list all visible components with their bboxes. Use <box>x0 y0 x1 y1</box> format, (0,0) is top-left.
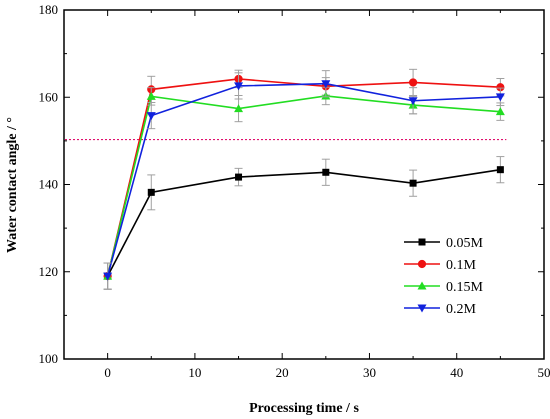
series-line <box>106 168 501 277</box>
data-point <box>495 93 505 102</box>
data-point <box>234 104 244 113</box>
x-tick-label: 50 <box>538 365 550 380</box>
legend-label: 0.05M <box>446 236 484 251</box>
series-0.2M <box>103 70 505 290</box>
data-point <box>322 168 330 176</box>
data-point <box>146 91 156 100</box>
legend-marker <box>417 281 427 290</box>
legend-label: 0.2M <box>446 302 477 317</box>
axis-ticks: 0 10 20 30 40 50 100 120 140 160 180 <box>39 2 550 380</box>
x-tick-label: 10 <box>188 365 201 380</box>
y-tick-label: 120 <box>39 264 59 279</box>
data-point <box>103 272 113 281</box>
data-point <box>147 188 155 196</box>
legend-label: 0.15M <box>446 280 484 295</box>
legend-item-0.15M: 0.15M <box>404 280 484 295</box>
x-tick-label: 0 <box>104 365 111 380</box>
series-line <box>106 78 501 277</box>
legend: 0.05M 0.1M 0.15M 0.2M <box>396 224 536 348</box>
data-point <box>321 80 331 89</box>
data-point <box>496 83 505 92</box>
legend-marker <box>418 238 426 246</box>
legend-label: 0.1M <box>446 258 477 273</box>
data-point <box>409 179 417 187</box>
y-tick-label: 180 <box>39 2 59 17</box>
legend-item-0.05M: 0.05M <box>404 236 484 251</box>
x-axis-title: Processing time / s <box>249 401 359 416</box>
data-point <box>495 107 505 116</box>
series-line <box>106 95 501 277</box>
y-axis-title: Water contact angle / ° <box>5 117 20 253</box>
series-line <box>106 82 501 277</box>
y-tick-label: 140 <box>39 177 59 192</box>
legend-marker <box>417 259 427 269</box>
series-layer <box>103 68 505 290</box>
data-point <box>146 112 156 121</box>
data-point <box>234 82 244 91</box>
data-point <box>496 166 504 174</box>
legend-item-0.2M: 0.2M <box>404 302 477 317</box>
x-tick-label: 20 <box>276 365 289 380</box>
y-tick-label: 160 <box>39 89 59 104</box>
data-point <box>408 78 418 87</box>
y-tick-label: 100 <box>39 351 59 366</box>
legend-item-0.1M: 0.1M <box>404 258 477 273</box>
x-tick-label: 30 <box>363 365 376 380</box>
data-point <box>408 97 418 106</box>
x-tick-label: 40 <box>450 365 463 380</box>
data-point <box>235 173 243 181</box>
legend-marker <box>417 304 427 313</box>
